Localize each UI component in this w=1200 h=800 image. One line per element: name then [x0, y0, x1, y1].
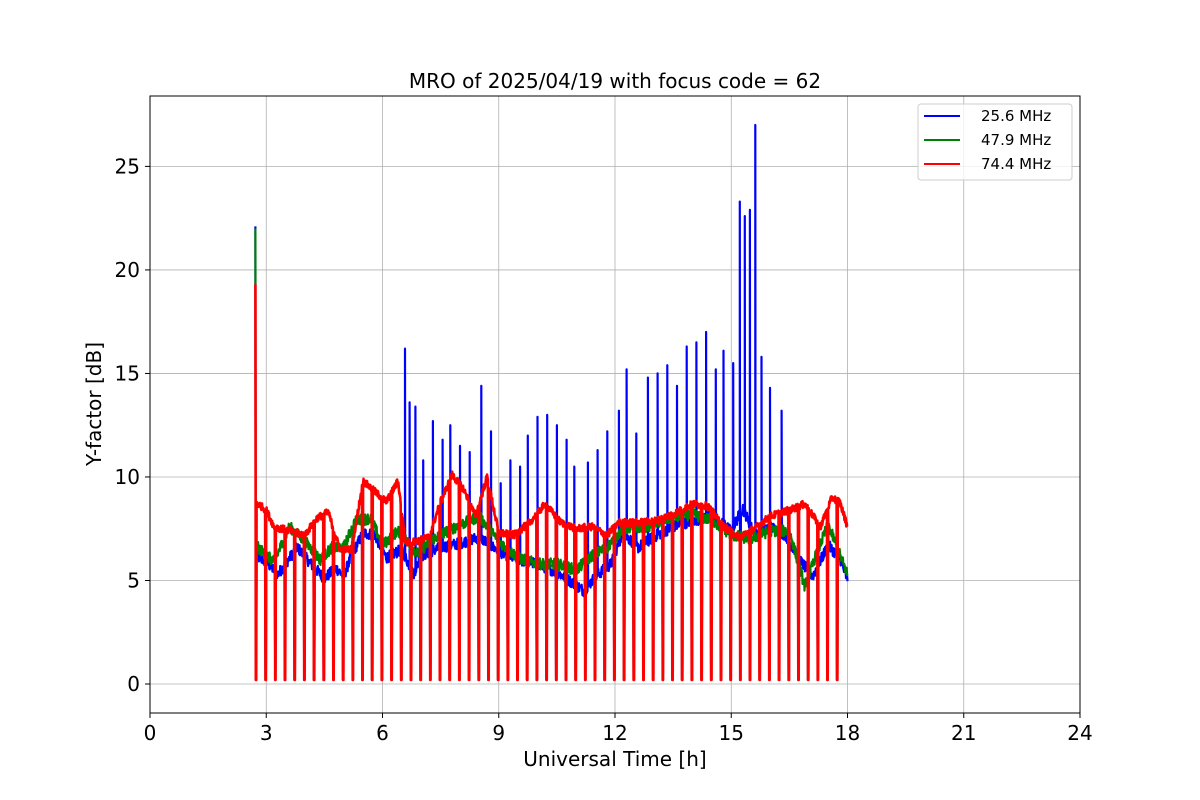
x-tick-label: 24 [1067, 721, 1092, 745]
x-tick-label: 9 [492, 721, 505, 745]
legend-label-25-6: 25.6 MHz [981, 107, 1051, 125]
x-tick-label: 15 [719, 721, 744, 745]
legend-box [917, 103, 1073, 181]
y-tick-label: 15 [115, 361, 140, 385]
y-tick-label: 25 [115, 154, 140, 178]
x-tick-label: 3 [260, 721, 273, 745]
y-tick-label: 10 [115, 465, 140, 489]
x-tick-label: 21 [951, 721, 976, 745]
x-tick-label: 12 [602, 721, 627, 745]
series-line-74-4 [254, 284, 849, 682]
legend-label-74-4: 74.4 MHz [981, 155, 1051, 173]
legend: 25.6 MHz 47.9 MHz 74.4 MHz [917, 103, 1073, 181]
x-tick-label: 18 [835, 721, 860, 745]
axis-ticks: 0 3 6 9 12 15 18 21 24 0 5 10 15 20 25 [115, 154, 1093, 745]
chart-title: MRO of 2025/04/19 with focus code = 62 [409, 69, 821, 93]
y-tick-label: 5 [127, 568, 140, 592]
series-layer [254, 123, 849, 682]
legend-label-47-9: 47.9 MHz [981, 131, 1051, 149]
x-tick-label: 6 [376, 721, 389, 745]
x-tick-label: 0 [144, 721, 157, 745]
y-axis-label: Y-factor [dB] [82, 342, 106, 467]
y-tick-label: 0 [127, 672, 140, 696]
x-axis-label: Universal Time [h] [523, 747, 706, 771]
y-tick-label: 20 [115, 258, 140, 282]
